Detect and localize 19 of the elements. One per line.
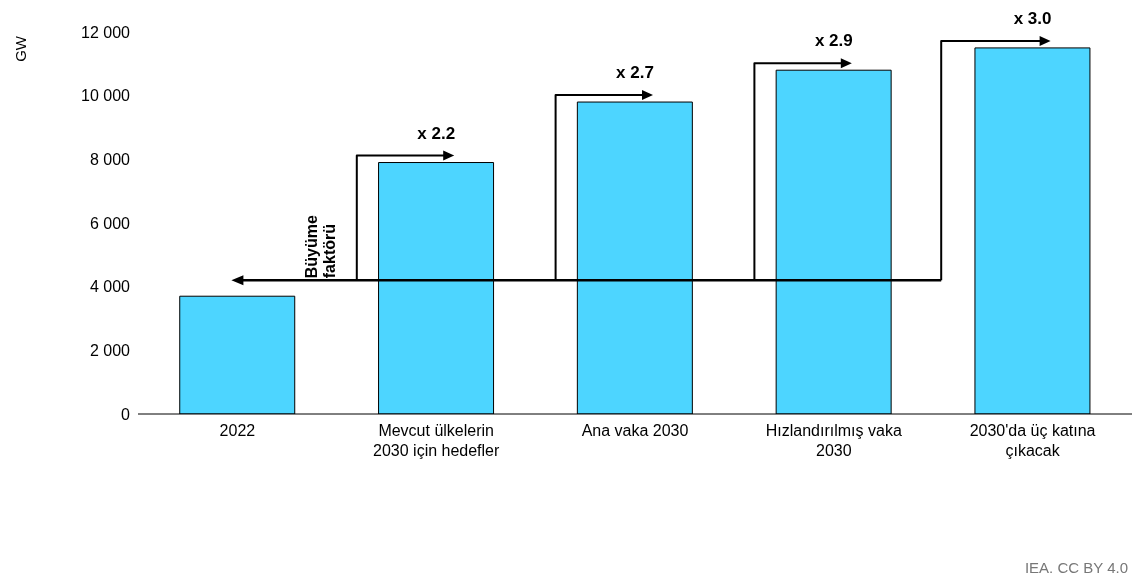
annotation: x 2.9 <box>814 31 853 51</box>
y-axis-title: GW <box>11 35 29 62</box>
y-tick-label: 10 000 <box>81 87 131 105</box>
y-tick-label: 2 000 <box>89 342 131 360</box>
y-tick-label: 6 000 <box>89 214 131 232</box>
y-tick-label: 0 <box>121 405 131 423</box>
x-tick-label: Ana vaka 2030 <box>581 422 689 439</box>
text: IEA. CC BY 4.0 <box>1024 559 1128 576</box>
x-tick-label: 2022 <box>219 422 256 439</box>
annotation: x 2.2 <box>417 123 456 143</box>
x-tick-label: Mevcut ülkelerin 2030 için hedefler <box>373 422 501 459</box>
x-tick-label: Hızlandırılmış vaka 2030 <box>765 422 902 459</box>
y-tick-label: 4 000 <box>89 278 131 296</box>
annotation: x 2.7 <box>616 63 654 83</box>
text: x 3.0 <box>1013 8 1052 28</box>
y-tick-label: 12 000 <box>81 23 131 41</box>
x-tick-label: 2030'da üç katına çıkacak <box>969 422 1096 459</box>
y-tick-label: 8 000 <box>89 151 131 169</box>
annotation: Büyüme faktörü <box>302 214 338 279</box>
